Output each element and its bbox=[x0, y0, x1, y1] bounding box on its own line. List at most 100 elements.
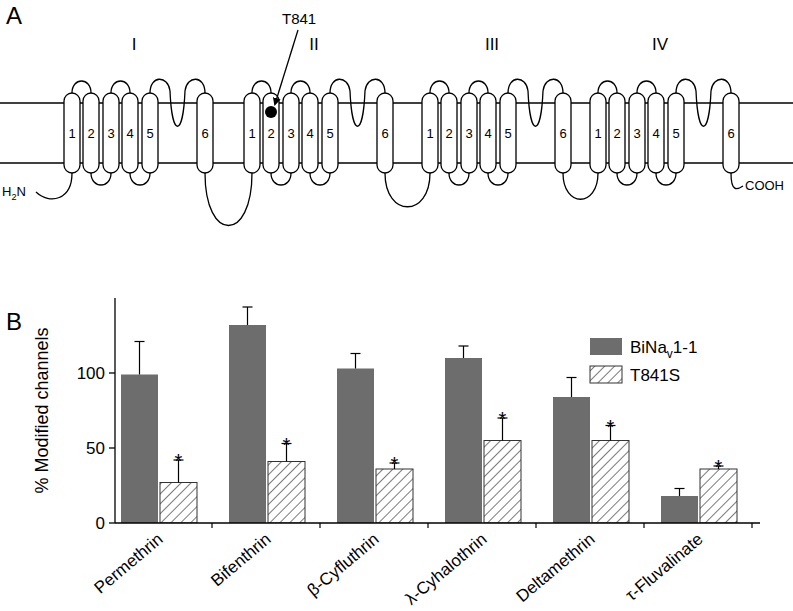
x-tick bbox=[319, 523, 320, 528]
segment-number: 6 bbox=[381, 126, 388, 141]
helix bbox=[500, 93, 516, 173]
helix bbox=[555, 93, 571, 173]
domain-label: IV bbox=[652, 35, 669, 54]
segment-number: 5 bbox=[504, 126, 511, 141]
segment-number: 1 bbox=[68, 126, 75, 141]
segment-number: 6 bbox=[727, 126, 734, 141]
intracellular-loop bbox=[656, 173, 676, 185]
legend-swatch bbox=[590, 366, 622, 383]
x-tick bbox=[427, 523, 428, 528]
segment-number: 3 bbox=[465, 126, 472, 141]
segment-number: 4 bbox=[652, 126, 659, 141]
bars bbox=[121, 307, 737, 523]
segment-number: 1 bbox=[426, 126, 433, 141]
helix bbox=[648, 93, 664, 173]
helix bbox=[590, 93, 606, 173]
helix bbox=[142, 93, 158, 173]
segment-number: 1 bbox=[248, 126, 255, 141]
category-label: Deltamethrin bbox=[513, 530, 599, 607]
intracellular-loop bbox=[617, 173, 637, 185]
intracellular-loop bbox=[310, 173, 330, 185]
significance-mark: * bbox=[499, 408, 507, 430]
error-bar bbox=[351, 354, 361, 369]
c-terminus-label: COOH bbox=[745, 178, 784, 193]
extracellular-loop bbox=[111, 81, 130, 93]
y-axis bbox=[114, 298, 115, 523]
category-label: τ-Fluvalinate bbox=[622, 530, 707, 605]
segment-number: 5 bbox=[672, 126, 679, 141]
extracellular-loop bbox=[430, 81, 449, 93]
helix bbox=[441, 93, 457, 173]
x-tick bbox=[643, 523, 644, 528]
y-tick-label: 0 bbox=[96, 514, 105, 533]
bar-chart: B*Permethrin*Bifenthrin*β-Cyfluthrin*λ-C… bbox=[6, 298, 760, 608]
helix bbox=[302, 93, 318, 173]
bar bbox=[376, 469, 413, 523]
intracellular-loop bbox=[488, 173, 508, 185]
n-terminal-tail bbox=[36, 173, 72, 199]
category-label: Bifenthrin bbox=[207, 530, 274, 591]
bar bbox=[337, 369, 374, 524]
y-tick bbox=[109, 447, 115, 448]
error-bar bbox=[675, 489, 685, 497]
segment-number: 5 bbox=[146, 126, 153, 141]
intracellular-loop bbox=[91, 173, 111, 185]
error-bar bbox=[135, 342, 145, 375]
category-label: λ-Cyhalothrin bbox=[402, 530, 491, 609]
bar bbox=[229, 325, 266, 523]
panel-label: B bbox=[6, 308, 22, 335]
domain-label: II bbox=[309, 35, 318, 54]
legend-swatch bbox=[590, 338, 622, 355]
domain-label: I bbox=[132, 35, 137, 54]
x-tick bbox=[751, 523, 752, 528]
x-tick bbox=[211, 523, 212, 528]
helix bbox=[64, 93, 80, 173]
helix bbox=[422, 93, 438, 173]
helix bbox=[377, 93, 393, 173]
helix bbox=[461, 93, 477, 173]
helix bbox=[283, 93, 299, 173]
error-bar bbox=[567, 378, 577, 398]
segment-number: 4 bbox=[306, 126, 313, 141]
legend-label: BiNav1-1 bbox=[630, 338, 697, 361]
x-tick bbox=[535, 523, 536, 528]
panel-label: A bbox=[6, 2, 22, 29]
y-tick-label: 50 bbox=[86, 439, 105, 458]
bar bbox=[553, 397, 590, 523]
y-tick-label: 100 bbox=[77, 364, 105, 383]
figure: A123456123456123456123456IIIIIIIVH2NCOOH… bbox=[0, 0, 793, 611]
segment-number: 6 bbox=[201, 126, 208, 141]
interdomain-linker bbox=[205, 173, 252, 226]
extracellular-loop bbox=[469, 81, 488, 93]
n-terminus-label: H2N bbox=[2, 184, 26, 202]
significance-mark: * bbox=[175, 450, 183, 472]
segment-number: 3 bbox=[287, 126, 294, 141]
helix bbox=[723, 93, 739, 173]
helix bbox=[609, 93, 625, 173]
helix bbox=[668, 93, 684, 173]
segment-number: 4 bbox=[484, 126, 491, 141]
significance-mark: * bbox=[715, 456, 723, 478]
segment-number: 6 bbox=[559, 126, 566, 141]
bar bbox=[592, 441, 629, 524]
bar bbox=[484, 441, 521, 524]
y-axis-label: % Modified channels bbox=[32, 327, 52, 493]
y-tick bbox=[109, 372, 115, 373]
error-bar bbox=[459, 346, 469, 358]
extracellular-loop bbox=[72, 81, 91, 93]
segment-number: 2 bbox=[87, 126, 94, 141]
segment-number: 3 bbox=[107, 126, 114, 141]
significance-mark: * bbox=[607, 416, 615, 438]
segment-number: 2 bbox=[267, 126, 274, 141]
extracellular-loop bbox=[637, 81, 656, 93]
intracellular-loop bbox=[130, 173, 150, 185]
segment-number: 5 bbox=[326, 126, 333, 141]
y-tick bbox=[109, 522, 115, 523]
helix bbox=[122, 93, 138, 173]
significance-mark: * bbox=[283, 434, 291, 456]
domain-label: III bbox=[485, 35, 499, 54]
legend-label: T841S bbox=[630, 366, 680, 385]
bar bbox=[268, 462, 305, 524]
residue-arrow bbox=[275, 30, 298, 104]
extracellular-loop bbox=[598, 81, 617, 93]
